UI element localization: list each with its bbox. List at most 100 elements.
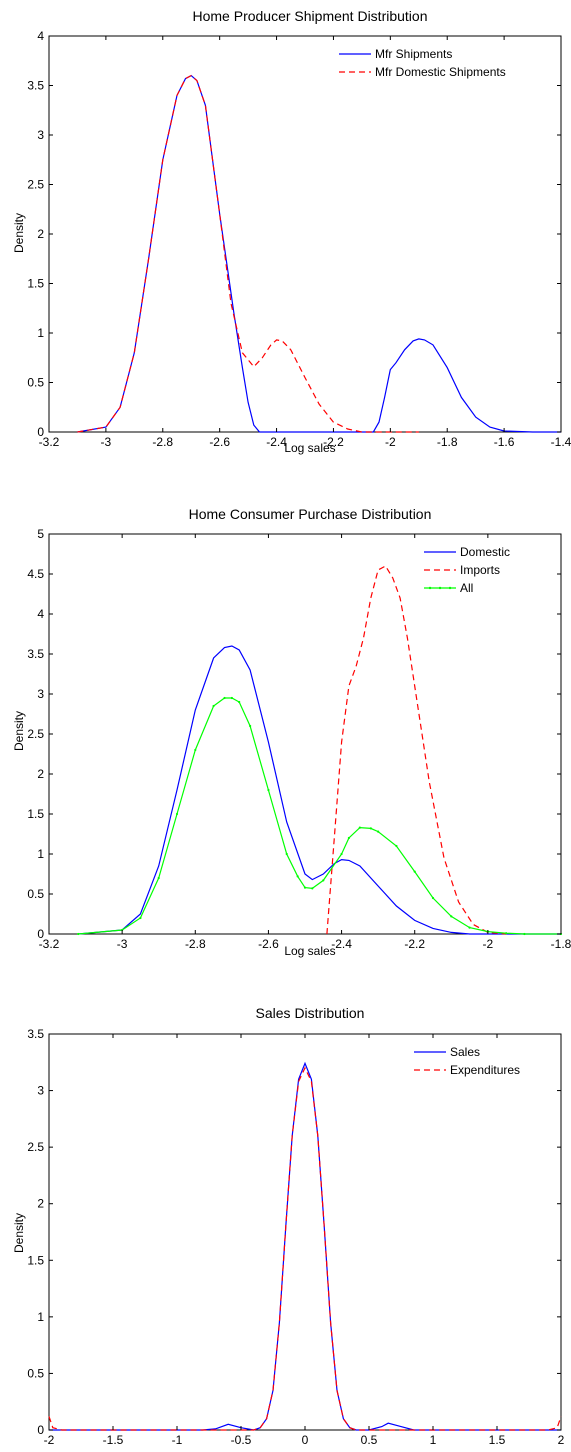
series-marker [413,870,416,873]
series-marker [296,875,299,878]
series-line-sales [49,1061,561,1431]
series-marker [223,696,226,700]
y-tick-label: 0.5 [27,887,44,901]
x-tick-label: -2.6 [209,435,230,449]
series-marker [267,788,270,792]
y-tick-label: 4.5 [27,567,44,581]
legend-marker [428,586,432,590]
series-line-mfr-domestic-shipments [77,74,419,433]
y-tick-label: 1.5 [27,807,44,821]
y-tick-label: 0.5 [27,376,44,390]
series-marker [157,876,160,880]
y-tick-label: 2.5 [27,1140,44,1154]
legend-label: All [460,581,473,595]
x-tick-label: -1.8 [437,435,458,449]
series-marker [311,887,314,890]
x-tick-label: -2.8 [152,435,173,449]
legend-marker [448,586,452,590]
series-marker [212,704,215,708]
x-tick-label: 1.5 [489,1433,506,1447]
x-tick-label: 0 [302,1433,309,1447]
series-marker [175,812,179,816]
series-marker [369,827,372,830]
legend-label: Mfr Domestic Shipments [375,65,506,79]
y-tick-label: 0 [37,927,44,941]
y-tick-label: 5 [37,527,44,541]
y-tick-label: 0 [37,1423,44,1437]
x-tick-label: -2 [483,937,494,951]
y-tick-label: 1 [37,847,44,861]
shipment-distribution-chart: -3.2 -3 -2.8 -2.6 -2.4 -2.2 -2 -1.8 -1.6 -1.4 0 0.5… [12,8,571,455]
legend-marker [438,586,442,590]
y-axis-label: Density [12,213,26,253]
y-tick-label: 2.5 [27,178,44,192]
chart-title: Home Consumer Purchase Distribution [189,506,432,522]
y-tick-label: 0 [37,425,44,439]
plot-area [48,35,562,433]
x-tick-label: -1 [172,1433,183,1447]
y-tick-label: 3.5 [27,79,44,93]
x-tick-label: -0.5 [231,1433,252,1447]
y-tick-label: 2 [37,227,44,241]
series-marker [285,852,288,856]
x-tick-label: -1.6 [494,435,515,449]
x-tick-label: 1 [430,1433,437,1447]
x-tick-label: 0.5 [361,1433,378,1447]
x-tick-label: -2.2 [323,435,344,449]
legend-box [408,1042,555,1084]
series-line-expenditures [48,1066,562,1431]
x-tick-label: 2 [558,1433,565,1447]
series-marker [194,748,197,752]
legend-box [333,44,555,86]
y-tick-label: 1.5 [27,1253,44,1267]
series-marker [303,886,307,889]
y-tick-label: 3 [37,1084,44,1098]
series-marker [468,926,471,929]
x-tick-label: -1.8 [551,937,571,951]
series-marker [77,932,80,936]
y-tick-label: 3.5 [27,647,44,661]
x-tick-label: -2.2 [404,937,425,951]
series-line-imports [326,565,507,935]
x-axis-label: Log sales [284,944,335,958]
chart-title: Home Producer Shipment Distribution [193,8,428,24]
x-tick-label: -2.6 [258,937,279,951]
x-axis-label: Log sales [284,441,335,455]
y-tick-label: 3 [37,687,44,701]
series-marker [431,896,435,900]
legend: Mfr Shipments Mfr Domestic Shipments [333,44,555,86]
y-tick-label: 4 [37,29,44,43]
x-tick-label: -2.4 [331,937,352,951]
x-tick-label: -2 [44,1433,55,1447]
x-tick-label: -1.5 [103,1433,124,1447]
series-marker [238,700,241,704]
legend-label: Imports [460,563,500,577]
series-marker [322,879,325,882]
x-tick-label: -2.4 [266,435,287,449]
series-marker [347,836,350,840]
legend: Domestic Imports All [418,542,555,602]
y-tick-label: 1.5 [27,277,44,291]
x-tick-label: -1.4 [551,435,571,449]
y-tick-label: 2 [37,767,44,781]
chart-title: Sales Distribution [256,1005,365,1021]
y-tick-label: 3.5 [27,1027,44,1041]
y-tick-label: 0.5 [27,1366,44,1380]
legend-label: Mfr Shipments [375,47,452,61]
series-marker [505,932,508,935]
series-marker [523,932,526,936]
series-marker [139,916,142,920]
y-tick-label: 4 [37,607,44,621]
sales-distribution-chart: -2 -1.5 -1 -0.5 0 0.5 1 1.5 2 0 0.5 1 1.5 2 2.5 3 3.5 Sal… [12,1005,565,1447]
legend: Sales Expenditures [408,1042,555,1084]
series-line-domestic [78,645,561,935]
legend-label: Domestic [460,545,510,559]
series-marker [230,696,233,700]
y-tick-label: 3 [37,128,44,142]
y-tick-label: 2 [37,1197,44,1211]
series-marker [358,826,361,829]
x-tick-label: -3 [101,435,112,449]
x-tick-label: -3 [117,937,128,951]
series-marker [377,830,380,833]
